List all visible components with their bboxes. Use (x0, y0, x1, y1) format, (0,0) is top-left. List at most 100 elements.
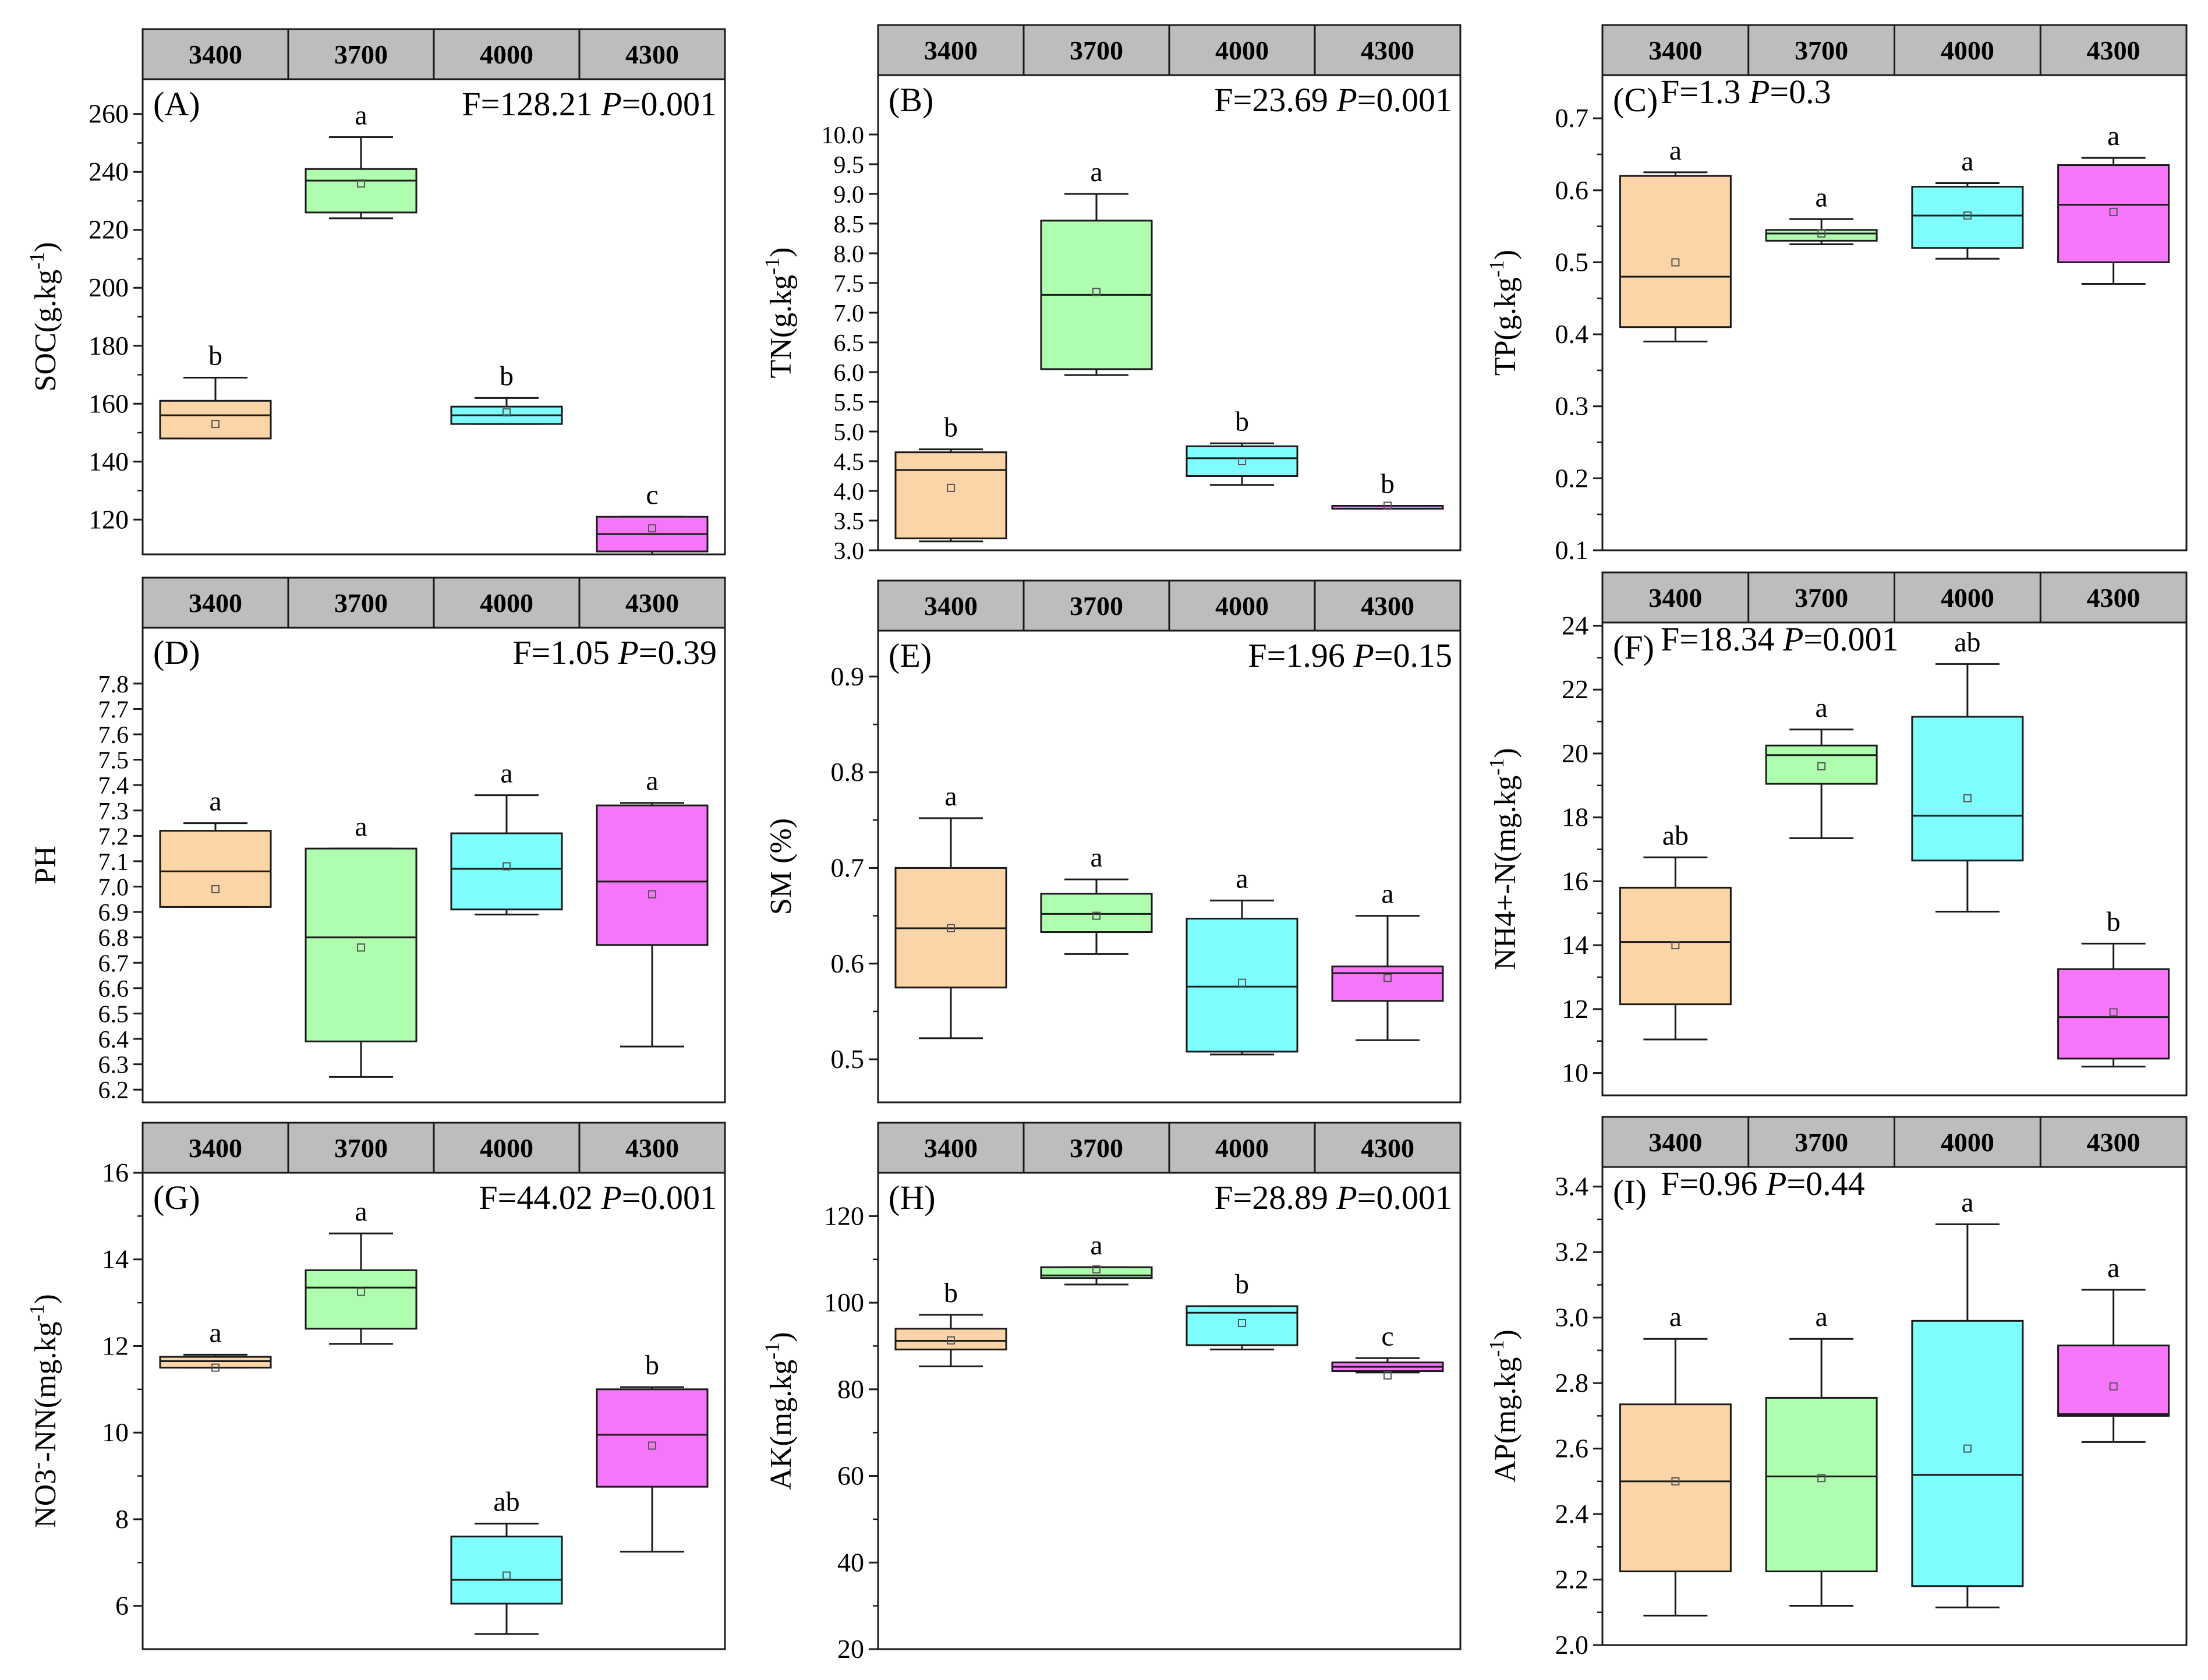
stat-f: F=44.02 (479, 1179, 592, 1216)
y-tick-label: 16 (1562, 866, 1588, 896)
category-label-4000: 4000 (480, 40, 533, 69)
y-tick-label: 100 (824, 1288, 864, 1317)
mean-marker (1092, 288, 1101, 296)
stat-p-symbol: P (1765, 1165, 1786, 1202)
y-tick-label: 7.2 (98, 823, 129, 850)
stat-space (1757, 1165, 1766, 1202)
y-tick-label: 6.6 (98, 976, 129, 1003)
stat-p-value: =0.15 (1374, 636, 1452, 674)
box-iqr (159, 1356, 272, 1369)
significance-letter: c (646, 479, 658, 510)
category-header: 3400 3700 4000 4300 (877, 1122, 1462, 1174)
box-iqr (1765, 744, 1878, 785)
plot-frame (1601, 621, 2188, 1097)
y-axis-label-sup: -1 (1485, 1340, 1508, 1357)
significance-letter: a (2107, 1253, 2119, 1283)
significance-letter: b (645, 1350, 659, 1381)
y-axis-label-base: NH4+-N(mg.kg (1489, 776, 1522, 970)
panel-a: 3400 3700 4000 4300 120 140 160 180 200 220 240 260… (25, 28, 726, 556)
mean-marker (648, 524, 656, 533)
stats-text: F=44.02 P=0.001 (479, 1179, 717, 1216)
category-label-4000: 4000 (480, 588, 533, 618)
y-tick-label: 7.5 (834, 271, 865, 298)
stat-p-symbol: P (600, 85, 621, 123)
box-iqr (305, 168, 417, 214)
box-iqr (1911, 716, 2024, 862)
panel-letter: (H) (889, 1179, 936, 1216)
box-3400: b (894, 1278, 1007, 1367)
y-axis: 0.1 0.2 0.3 0.4 0.5 0.6 0.7 (1555, 103, 1602, 565)
y-axis-label-tail: ) (29, 242, 62, 252)
category-label-4300: 4300 (625, 40, 679, 69)
y-tick-label: 0.3 (1555, 391, 1589, 421)
significance-letter: b (1381, 469, 1395, 500)
stat-f: F=0.96 (1661, 1165, 1757, 1202)
mean-marker (1383, 974, 1392, 982)
significance-letter: ab (1662, 820, 1689, 851)
y-tick-label: 0.5 (831, 1044, 865, 1074)
category-label-3400: 3400 (1648, 1127, 1702, 1157)
stat-f: F=18.34 (1661, 620, 1774, 658)
category-label-3400: 3400 (1648, 36, 1702, 65)
y-tick-label: 120 (89, 504, 129, 534)
y-tick-label: 7.0 (98, 875, 129, 901)
box-4300: c (596, 479, 709, 556)
category-label-3400: 3400 (189, 1133, 242, 1163)
box-3700: a (1040, 842, 1153, 955)
y-axis-label: NH4+-N(mg.kg-1) (1485, 748, 1522, 970)
y-axis-label: AP(mg.kg-1) (1485, 1329, 1522, 1483)
significance-letter: ab (493, 1486, 519, 1517)
box-4000: a (1186, 863, 1298, 1056)
category-label-3700: 3700 (1795, 1127, 1848, 1157)
significance-letter: a (1236, 863, 1248, 894)
mean-marker (1817, 762, 1826, 770)
stat-p-value: =0.001 (622, 1179, 717, 1216)
category-header: 3400 3700 4000 4300 (141, 576, 726, 629)
box-4300: a (596, 766, 709, 1048)
mean-marker (1671, 1477, 1680, 1486)
significance-letter: a (1961, 146, 1973, 176)
y-tick-label: 5.5 (834, 390, 865, 416)
y-tick-label: 2.4 (1555, 1499, 1589, 1529)
category-label-4000: 4000 (1941, 1127, 1994, 1157)
box-3700: a (305, 811, 417, 1078)
box-3700: a (1765, 1301, 1878, 1607)
y-tick-label: 3.0 (1555, 1303, 1589, 1332)
stat-p-symbol: P (1782, 620, 1803, 658)
mean-marker (357, 1288, 365, 1296)
stats-text: F=0.96 P=0.44 (1661, 1165, 1865, 1202)
category-label-3400: 3400 (924, 36, 978, 65)
box-iqr (596, 1388, 709, 1488)
box-4000: a (450, 758, 563, 915)
y-tick-label: 10.0 (822, 122, 865, 149)
mean-marker (648, 890, 656, 899)
y-tick-label: 7.6 (98, 722, 129, 749)
mean-marker (947, 1336, 955, 1345)
y-axis: 20 40 60 80 100 120 (824, 1201, 878, 1664)
significance-letter: a (1961, 1187, 1973, 1218)
box-4300: a (2057, 1253, 2170, 1443)
mean-marker (1238, 978, 1246, 987)
mean-marker (1671, 258, 1680, 267)
plot-frame (141, 627, 726, 1104)
y-tick-label: 6.5 (834, 330, 865, 357)
mean-marker (1963, 794, 1972, 802)
panel-h: 3400 3700 4000 4300 20 40 60 80 100 120 AK(mg.kg-1… (760, 1122, 1462, 1664)
y-axis-label-sup: -1 (760, 1342, 784, 1360)
panel-letter: (C) (1613, 81, 1658, 119)
plot-frame (141, 1172, 726, 1650)
category-label-3700: 3700 (1070, 36, 1123, 65)
box-3400: a (894, 781, 1007, 1039)
box-4000: b (1186, 406, 1298, 486)
mean-marker (947, 924, 955, 932)
y-tick-label: 240 (89, 157, 129, 186)
significance-letter: a (1090, 842, 1102, 873)
y-tick-label: 0.7 (831, 853, 865, 882)
y-tick-label: 140 (89, 447, 129, 476)
y-axis: 6.26.36.46.56.66.76.86.97.07.17.27.37.47… (98, 671, 143, 1104)
category-header: 3400 3700 4000 4300 (1601, 571, 2188, 624)
y-axis: 0.5 0.6 0.7 0.8 0.9 (831, 662, 878, 1074)
y-axis: 6 8 10 12 14 16 (102, 1158, 143, 1621)
plot-frame (1601, 74, 2188, 551)
y-tick-label: 200 (89, 273, 129, 302)
